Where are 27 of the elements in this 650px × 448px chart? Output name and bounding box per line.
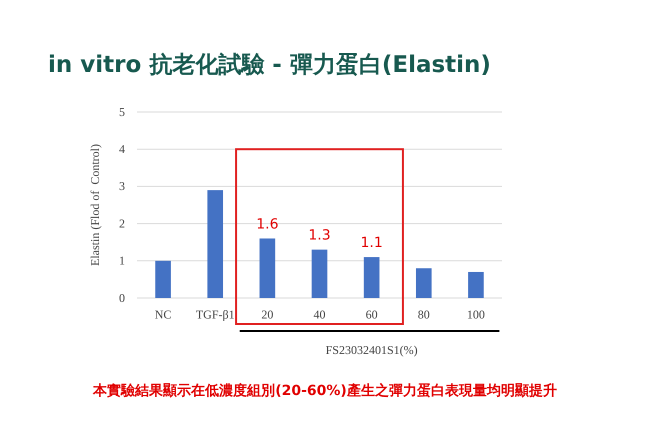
y-tick-label: 2	[119, 216, 125, 230]
x-tick-label: 80	[418, 308, 430, 322]
data-label: 1.1	[360, 235, 383, 252]
y-tick-label: 3	[119, 179, 125, 194]
x-tick-label: 100	[466, 308, 485, 322]
y-axis-title: Elastin (Flod of Control)	[88, 144, 102, 266]
y-tick-label: 1	[119, 254, 125, 268]
y-tick-label: 5	[119, 104, 125, 119]
x-axis-title: FS23032401S1(%)	[326, 343, 418, 357]
bar	[207, 190, 224, 298]
x-tick-label: 40	[314, 308, 326, 322]
text: 本實驗結果顯示在低濃度組別(20-60%)產生之彈力蛋白表現量均明顯提升	[92, 382, 557, 399]
data-label: 1.6	[256, 216, 279, 232]
x-tick-label: 20	[261, 308, 274, 322]
bar	[155, 260, 171, 298]
x-tick-label: NC	[154, 308, 172, 322]
y-tick-label: 0	[119, 290, 125, 305]
bar	[312, 250, 328, 298]
data-label: 1.3	[308, 228, 331, 244]
bar	[364, 257, 380, 298]
x-tick-label: 60	[366, 308, 378, 322]
bar	[468, 272, 484, 298]
x-tick-label: TGF-β1	[196, 308, 235, 322]
bar	[260, 238, 276, 298]
chart-title: in vitro 抗老化試驗 - 彈力蛋白(Elastin)	[48, 52, 491, 78]
bar	[416, 268, 432, 298]
y-tick-label: 4	[119, 142, 125, 156]
